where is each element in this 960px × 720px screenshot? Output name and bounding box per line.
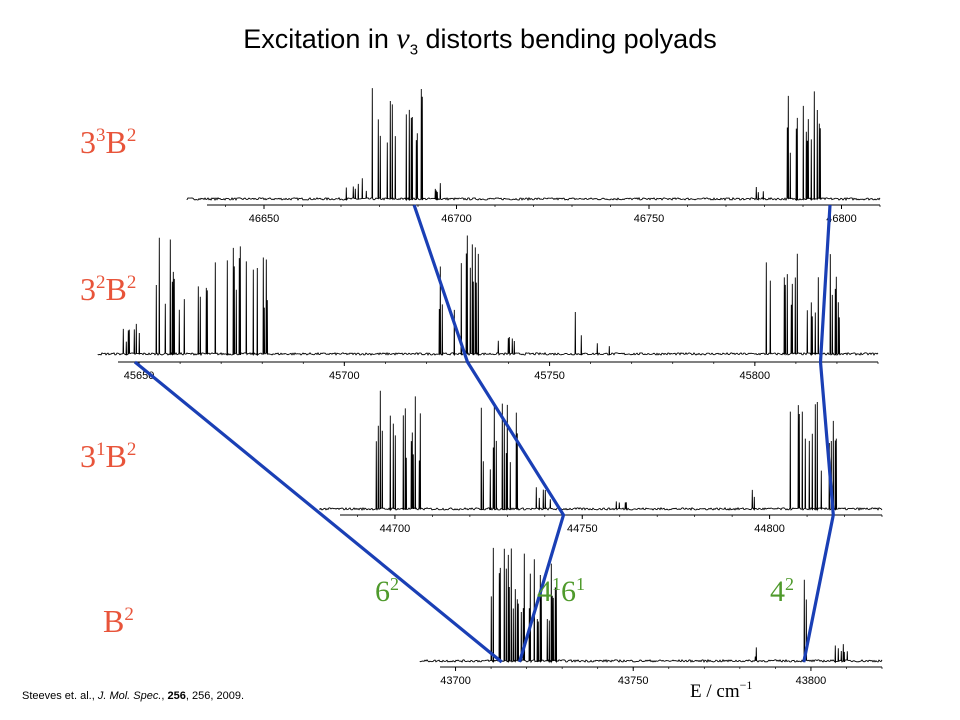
x-tick-label: 45750 <box>534 370 565 382</box>
correlation-line-6-from-3-2 <box>133 360 503 664</box>
slide-title: Excitation in ν3 distorts bending polyad… <box>0 22 960 58</box>
citation-volume: 256 <box>167 690 186 702</box>
x-tick-label: 44750 <box>567 523 598 535</box>
x-tick-label: 45700 <box>329 370 360 382</box>
correlation-line-62 <box>412 204 566 663</box>
spectrum-trace <box>97 235 879 357</box>
title-nu-symbol: ν <box>396 22 410 55</box>
citation-journal: J. Mol. Spec. <box>97 690 162 702</box>
band-label-2: 42 <box>770 574 794 608</box>
x-tick-label: 46750 <box>634 213 665 225</box>
spectrum-panel-2: 44700 44750 44800 <box>319 390 883 535</box>
correlation-lines <box>133 204 835 664</box>
x-tick-label: 45800 <box>740 370 771 382</box>
spectrum-trace <box>186 88 881 202</box>
x-tick-label: 44700 <box>380 523 411 535</box>
x-tick-label: 43750 <box>618 675 649 687</box>
x-tick-label: 43800 <box>796 675 827 687</box>
x-axis-title: E / cm−1 <box>690 678 752 702</box>
citation: Steeves et. al., J. Mol. Spec., 256, 256… <box>22 690 244 702</box>
spectrum-trace <box>319 390 883 512</box>
level-label-0: 33B2 <box>80 124 136 160</box>
spectrum-trace <box>419 547 883 664</box>
level-labels: 33B2 32B2 31B2 B2 E / cm−1 62 4161 42 <box>80 124 794 702</box>
title-suffix: distorts bending polyads <box>418 24 717 54</box>
band-label-1: 4161 <box>537 574 585 608</box>
correlation-line-42 <box>802 204 835 663</box>
citation-rest: , 256, 2009. <box>185 690 244 702</box>
band-label-0: 62 <box>375 574 399 608</box>
level-label-1: 32B2 <box>80 271 136 307</box>
x-tick-label: 43700 <box>440 675 471 687</box>
x-tick-label: 46800 <box>826 213 857 225</box>
x-tick-label: 46650 <box>249 213 280 225</box>
x-tick-label: 46700 <box>441 213 472 225</box>
title-subscript: 3 <box>409 41 419 59</box>
spectrum-panel-1: 45650 45700 45750 45800 <box>97 235 879 382</box>
spectrum-panel-0: 46650 46700 46750 46800 <box>186 88 881 225</box>
level-label-3: B2 <box>103 603 134 639</box>
level-label-2: 31B2 <box>80 438 136 474</box>
title-prefix: Excitation in <box>243 24 397 54</box>
x-tick-label: 44800 <box>754 523 785 535</box>
citation-authors: Steeves et. al., <box>22 690 98 702</box>
